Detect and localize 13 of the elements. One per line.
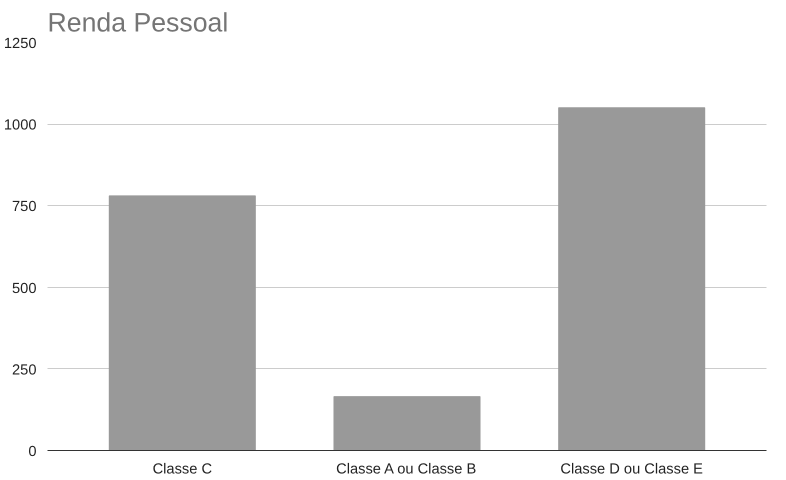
y-tick-label: 1250 xyxy=(4,36,37,52)
x-tick-label: Classe C xyxy=(152,462,212,478)
y-tick-label: 750 xyxy=(12,199,37,216)
x-tick-label: Classe D ou Classe E xyxy=(560,462,704,478)
bar xyxy=(108,195,256,450)
y-tick-label: 500 xyxy=(12,280,37,297)
y-tick-label: 250 xyxy=(12,362,37,378)
x-tick-label: Classe A ou Classe B xyxy=(336,462,476,478)
chart-title: Renda Pessoal xyxy=(48,8,228,38)
y-tick-label: 0 xyxy=(28,444,37,460)
bar xyxy=(558,107,706,450)
y-tick-label: 1000 xyxy=(4,118,37,134)
bar xyxy=(333,396,481,450)
